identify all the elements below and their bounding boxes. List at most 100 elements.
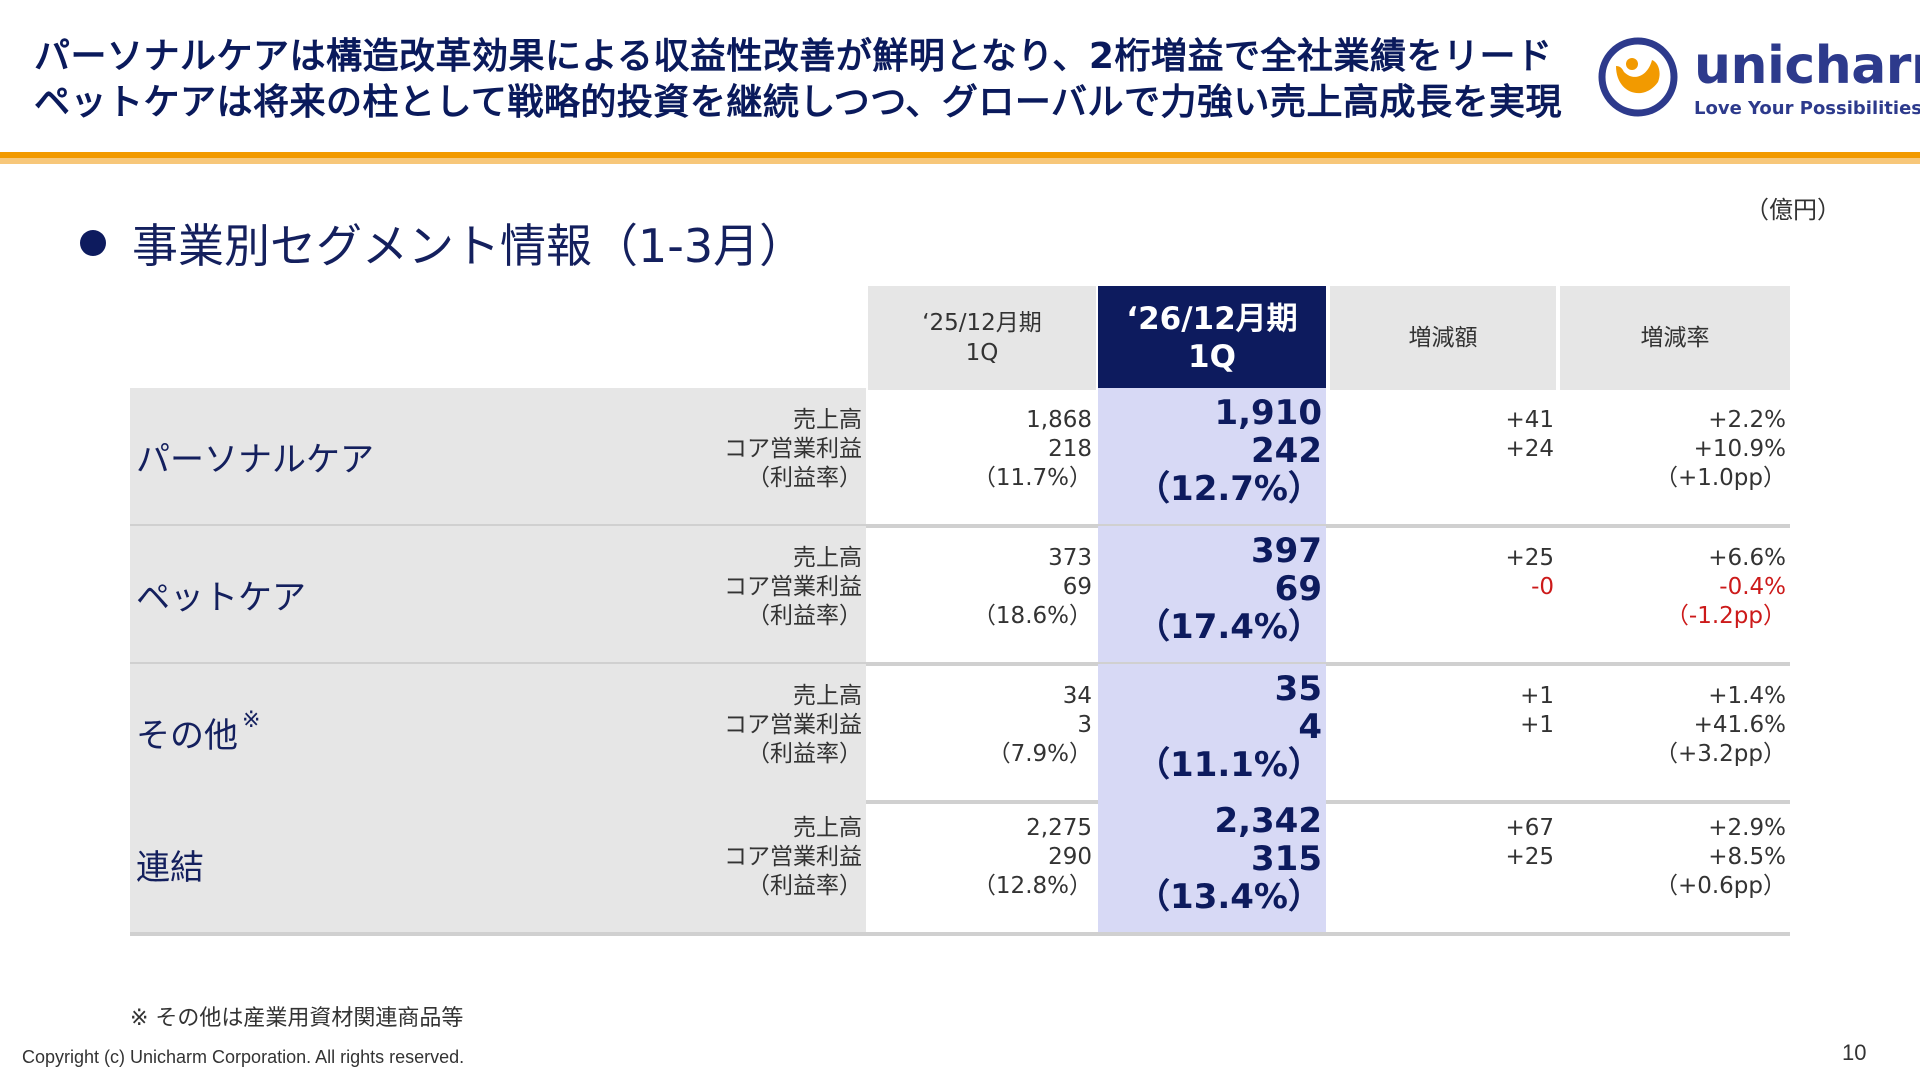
- column-header-rate: 増減率: [1560, 286, 1790, 390]
- segment-row: その他 ※ 売上高 コア営業利益 （利益率） 34 3 （7.9%） 35 4 （11.1%） +1 +…: [130, 664, 1790, 804]
- page-number: 10: [1842, 1040, 1867, 1065]
- segment-name: その他 ※: [136, 707, 261, 756]
- logo-tagline: Love Your Possibilities: [1694, 98, 1920, 119]
- diff-values: +25 -0: [1330, 544, 1554, 631]
- current-value: （13.4%）: [1136, 877, 1322, 917]
- section-title: 事業別セグメント情報（1-3月）: [80, 210, 805, 276]
- prev-value: 34: [1062, 683, 1092, 709]
- rate-values: +2.9% +8.5% （+0.6pp）: [1558, 814, 1786, 901]
- prev-values: 373 69 （18.6%）: [870, 544, 1092, 631]
- prev-value: （12.8%）: [972, 873, 1092, 899]
- metrics-value: コア営業利益: [724, 844, 862, 870]
- diff-value: [1330, 740, 1554, 769]
- rate-value: +2.9%: [1708, 815, 1786, 841]
- rate-value: +1.4%: [1708, 683, 1786, 709]
- current-value: 315: [1251, 839, 1322, 879]
- current-value: 1,910: [1214, 393, 1322, 433]
- current-values: 1,910 242 （12.7%）: [1098, 394, 1322, 508]
- current-value: 2,342: [1214, 801, 1322, 841]
- current-value: （12.7%）: [1136, 469, 1322, 509]
- rate-values: +1.4% +41.6% （+3.2pp）: [1558, 682, 1786, 769]
- unicharm-logo-icon: [1598, 37, 1678, 117]
- diff-value: +67: [1505, 815, 1554, 841]
- unit-label: （億円）: [1745, 196, 1841, 224]
- diff-value: [1330, 872, 1554, 901]
- diff-values: +41 +24: [1330, 406, 1554, 493]
- prev-value: 373: [1048, 545, 1092, 571]
- metrics-value: 売上高: [793, 683, 862, 709]
- prev-values: 1,868 218 （11.7%）: [870, 406, 1092, 493]
- segment-row: ペットケア 売上高 コア営業利益 （利益率） 373 69 （18.6%） 397 69 （17.…: [130, 526, 1790, 666]
- current-value: 4: [1298, 707, 1322, 747]
- rate-value: （+3.2pp）: [1654, 741, 1786, 767]
- header-divider: [0, 152, 1920, 166]
- metrics-value: （利益率）: [747, 873, 862, 899]
- current-value: （17.4%）: [1136, 607, 1322, 647]
- headline-line-2: ペットケアは将来の柱として戦略的投資を継続しつつ、グローバルで力強い売上高成長を…: [34, 82, 1562, 123]
- note-mark: ※: [242, 707, 261, 733]
- diff-value: +1: [1520, 683, 1554, 709]
- metrics-value: 売上高: [793, 815, 862, 841]
- current-value: 35: [1274, 669, 1322, 709]
- current-values: 397 69 （17.4%）: [1098, 532, 1322, 646]
- prev-value: （11.7%）: [972, 465, 1092, 491]
- metrics-values: 売上高コア営業利益 （利益率）: [630, 682, 862, 769]
- headline-line-1: パーソナルケアは構造改革効果による収益性改善が鮮明となり、2桁増益で全社業績をリ…: [34, 36, 1553, 77]
- prev-values: 34 3 （7.9%）: [870, 682, 1092, 769]
- diff-values: +67 +25: [1330, 814, 1554, 901]
- metrics-values: 売上高コア営業利益 （利益率）: [630, 406, 862, 493]
- rate-value: +10.9%: [1693, 436, 1786, 462]
- footnote: ※ その他は産業用資材関連商品等: [130, 1006, 464, 1031]
- logo-wordmark: unicharm: [1694, 36, 1920, 96]
- prev-value: （18.6%）: [972, 603, 1092, 629]
- rate-value: -0.4%: [1719, 574, 1786, 600]
- diff-value: +25: [1505, 844, 1554, 870]
- diff-values: +1 +1: [1330, 682, 1554, 769]
- metrics-values: 売上高 コア営業利益 （利益率）: [630, 544, 862, 631]
- current-value: 242: [1251, 431, 1322, 471]
- column-header-prev: ‘25/12月期 1Q: [868, 286, 1096, 390]
- prev-value: 290: [1048, 844, 1092, 870]
- rate-value: +6.6%: [1708, 545, 1786, 571]
- rate-value: （+1.0pp）: [1654, 465, 1786, 491]
- diff-value: +24: [1505, 436, 1554, 462]
- section-title-text: 事業別セグメント情報（1-3月）: [132, 219, 806, 273]
- metrics-value: （利益率）: [747, 465, 862, 491]
- rate-value: +8.5%: [1708, 844, 1786, 870]
- unicharm-logo: unicharm Love Your Possibilities: [1598, 36, 1920, 122]
- segment-row: パーソナルケア 売上高 コア営業利益 （利益率） 1,868 218 （11.7%） 1,91…: [130, 388, 1790, 528]
- diff-value: -0: [1531, 574, 1554, 600]
- metrics-values: 売上高コア営業利益 （利益率）: [630, 814, 862, 901]
- prev-value: 2,275: [1026, 815, 1092, 841]
- prev-value: 69: [1062, 574, 1092, 600]
- metrics-value: （利益率）: [747, 741, 862, 767]
- segment-name: パーソナルケア: [136, 439, 374, 480]
- current-value: 69: [1274, 569, 1322, 609]
- rate-values: +2.2% +10.9% （+1.0pp）: [1558, 406, 1786, 493]
- diff-value: [1330, 464, 1554, 493]
- rate-values: +6.6% -0.4% （-1.2pp）: [1558, 544, 1786, 631]
- metrics-value: （利益率）: [747, 603, 862, 629]
- current-values: 2,342 315 （13.4%）: [1098, 802, 1322, 916]
- rate-value: （+0.6pp）: [1654, 873, 1786, 899]
- prev-values: 2,275 290 （12.8%）: [870, 814, 1092, 901]
- metrics-value: 売上高: [793, 407, 862, 433]
- metrics-value: コア営業利益: [724, 712, 862, 738]
- current-value: （11.1%）: [1136, 745, 1322, 785]
- metrics-value: コア営業利益: [724, 436, 862, 462]
- rate-value: （-1.2pp）: [1665, 603, 1786, 629]
- prev-value: 3: [1077, 712, 1092, 738]
- copyright: Copyright (c) Unicharm Corporation. All …: [22, 1047, 465, 1067]
- diff-value: +41: [1505, 407, 1554, 433]
- prev-value: （7.9%）: [987, 741, 1092, 767]
- metrics-value: コア営業利益: [724, 574, 862, 600]
- rate-value: +2.2%: [1708, 407, 1786, 433]
- current-values: 35 4 （11.1%）: [1098, 670, 1322, 784]
- column-header-current: ‘26/12月期 1Q: [1098, 286, 1326, 390]
- segment-row: 連結 売上高 コア営業利益 （利益率） 2,275 290 （12.8%） 2,342 315 （…: [130, 796, 1790, 936]
- current-value: 397: [1251, 531, 1322, 571]
- diff-value: +25: [1505, 545, 1554, 571]
- bullet-icon: [80, 230, 106, 256]
- prev-value: 1,868: [1026, 407, 1092, 433]
- rate-value: +41.6%: [1693, 712, 1786, 738]
